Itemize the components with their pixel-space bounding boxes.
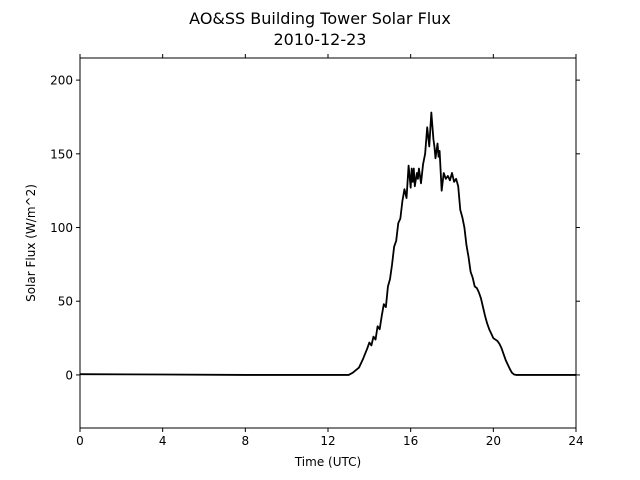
y-axis-label: Solar Flux (W/m^2) [24, 184, 38, 302]
x-tick-label: 12 [320, 434, 335, 448]
x-axis-label: Time (UTC) [294, 455, 361, 469]
y-tick-label: 100 [50, 221, 73, 235]
chart-title: AO&SS Building Tower Solar Flux [189, 9, 451, 28]
y-tick-label: 0 [65, 368, 73, 382]
y-tick-label: 200 [50, 74, 73, 88]
x-tick-label: 0 [76, 434, 84, 448]
y-tick-label: 50 [58, 295, 73, 309]
plot-frame [79, 57, 577, 429]
ticks-layer: 0 4 8 12 16 20 24 0 50 100 150 200 [50, 54, 584, 448]
chart-subtitle: 2010-12-23 [274, 30, 367, 49]
x-tick-label: 4 [159, 434, 167, 448]
x-tick-label: 20 [486, 434, 501, 448]
solar-flux-line [79, 111, 576, 376]
x-tick-label: 16 [403, 434, 418, 448]
x-tick-label: 24 [568, 434, 583, 448]
data-layer [79, 111, 576, 376]
y-tick-label: 150 [50, 147, 73, 161]
x-tick-label: 8 [242, 434, 250, 448]
